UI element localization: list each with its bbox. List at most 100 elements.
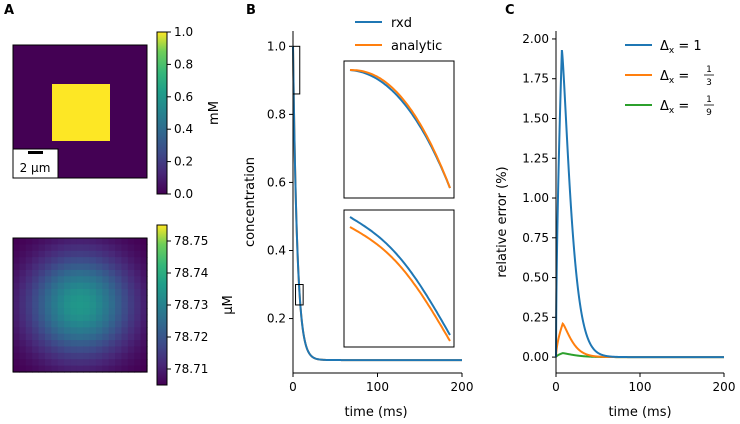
heatmap-cell bbox=[19, 340, 27, 348]
heatmap-cell bbox=[115, 269, 123, 277]
heatmap-cell bbox=[95, 282, 103, 290]
heatmap-cell bbox=[25, 352, 33, 360]
heatmap-cell bbox=[95, 263, 103, 271]
heatmap-cell bbox=[70, 276, 78, 284]
chart-c: 0 100 200 0.00 0.25 0.50 0.75 1.00 1.25 1.50 1.75 2… bbox=[495, 31, 735, 420]
heatmap-cell bbox=[140, 320, 148, 328]
heatmap-cell bbox=[95, 327, 103, 335]
heatmap-cell bbox=[140, 333, 148, 341]
heatmap-cell bbox=[70, 282, 78, 290]
heatmap-cell bbox=[127, 365, 135, 373]
heatmap-cell bbox=[95, 333, 103, 341]
heatmap-cell bbox=[127, 276, 135, 284]
heatmap-cell bbox=[89, 314, 97, 322]
heatmap-cell bbox=[108, 250, 116, 258]
heatmap-cell bbox=[64, 320, 72, 328]
heatmap-cell bbox=[32, 308, 40, 316]
heatmap-cell bbox=[121, 276, 129, 284]
heatmap-cell bbox=[38, 365, 46, 373]
heatmap-cell bbox=[19, 359, 27, 367]
heatmap-cell bbox=[13, 333, 20, 341]
heatmap-cell bbox=[44, 346, 52, 354]
heatmap-cell bbox=[89, 257, 97, 265]
heatmap-cell bbox=[32, 282, 40, 290]
heatmap-cell bbox=[83, 244, 91, 252]
heatmap-cell bbox=[127, 244, 135, 252]
heatmap-cell bbox=[89, 301, 97, 309]
heatmap-cell bbox=[121, 327, 129, 335]
heatmap-cell bbox=[108, 359, 116, 367]
heatmap-cell bbox=[115, 257, 123, 265]
heatmap-cell bbox=[25, 289, 33, 297]
heatmap-cell bbox=[19, 314, 27, 322]
heatmap-cell bbox=[134, 269, 142, 277]
heatmap-cell bbox=[108, 365, 116, 373]
heatmap-cell bbox=[13, 282, 20, 290]
heatmap-cell bbox=[140, 269, 148, 277]
heatmap-cell bbox=[102, 333, 110, 341]
heatmap-cell bbox=[19, 244, 27, 252]
heatmap-cell bbox=[76, 346, 84, 354]
heatmap-cell bbox=[38, 308, 46, 316]
heatmap-cell bbox=[70, 327, 78, 335]
heatmap-cell bbox=[115, 352, 123, 360]
heatmap-cell bbox=[115, 320, 123, 328]
heatmap-cell bbox=[32, 327, 40, 335]
inset-bottom-analytic-line bbox=[349, 226, 451, 342]
heatmap-cell bbox=[13, 269, 20, 277]
heatmap-cell bbox=[95, 244, 103, 252]
scalebar-label: 2 μm bbox=[20, 161, 51, 175]
heatmap-cell bbox=[115, 289, 123, 297]
legend-dx3-num: 1 bbox=[706, 65, 712, 75]
heatmap-cell bbox=[44, 282, 52, 290]
heatmap-cell bbox=[108, 269, 116, 277]
legend-analytic-label: analytic bbox=[391, 39, 442, 54]
heatmap-cell bbox=[38, 295, 46, 303]
heatmap-cell bbox=[57, 327, 65, 335]
heatmap-cell bbox=[127, 352, 135, 360]
heatmap-cell bbox=[70, 244, 78, 252]
heatmap-cell bbox=[140, 244, 148, 252]
heatmap-cell bbox=[76, 269, 84, 277]
heatmap-cell bbox=[121, 320, 129, 328]
heatmap-cell bbox=[32, 269, 40, 277]
heatmap-cell bbox=[102, 346, 110, 354]
heatmap-cell bbox=[38, 289, 46, 297]
heatmap-cell bbox=[89, 333, 97, 341]
heatmap-cell bbox=[134, 295, 142, 303]
heatmap-cell bbox=[121, 346, 129, 354]
heatmap-cell bbox=[51, 365, 59, 373]
heatmap-cell bbox=[121, 289, 129, 297]
colorbar-top-tick-label: 0.2 bbox=[174, 155, 193, 169]
heatmap-cell bbox=[19, 346, 27, 354]
heatmap-cell bbox=[51, 244, 59, 252]
heatmap-cell bbox=[76, 289, 84, 297]
heatmap-cell bbox=[83, 276, 91, 284]
heatmap-cell bbox=[89, 308, 97, 316]
colorbar-top-label: mM bbox=[207, 101, 222, 125]
heatmap-cell bbox=[89, 327, 97, 335]
colorbar-top-tick-label: 1.0 bbox=[174, 25, 193, 39]
heatmap-cell bbox=[38, 301, 46, 309]
heatmap-cell bbox=[25, 276, 33, 284]
heatmap-cell bbox=[64, 308, 72, 316]
heatmap-cell bbox=[121, 295, 129, 303]
panel-label-a: A bbox=[4, 3, 14, 18]
heatmap-cell bbox=[70, 340, 78, 348]
heatmap-cell bbox=[51, 327, 59, 335]
heatmap-cell bbox=[32, 333, 40, 341]
heatmap-cell bbox=[64, 327, 72, 335]
heatmap-cell bbox=[102, 352, 110, 360]
heatmap-cell bbox=[115, 238, 123, 245]
heatmap-cell bbox=[38, 238, 46, 245]
heatmap-cell bbox=[76, 244, 84, 252]
heatmap-cell bbox=[95, 352, 103, 360]
chart-b-zoom-box bbox=[295, 284, 304, 306]
heatmap-cell bbox=[19, 333, 27, 341]
inset-top-analytic-line bbox=[350, 69, 451, 189]
heatmap-cell bbox=[44, 263, 52, 271]
heatmap-cell bbox=[95, 301, 103, 309]
heatmap-cell bbox=[76, 308, 84, 316]
heatmap-cell bbox=[115, 308, 123, 316]
heatmap-cell bbox=[64, 365, 72, 373]
